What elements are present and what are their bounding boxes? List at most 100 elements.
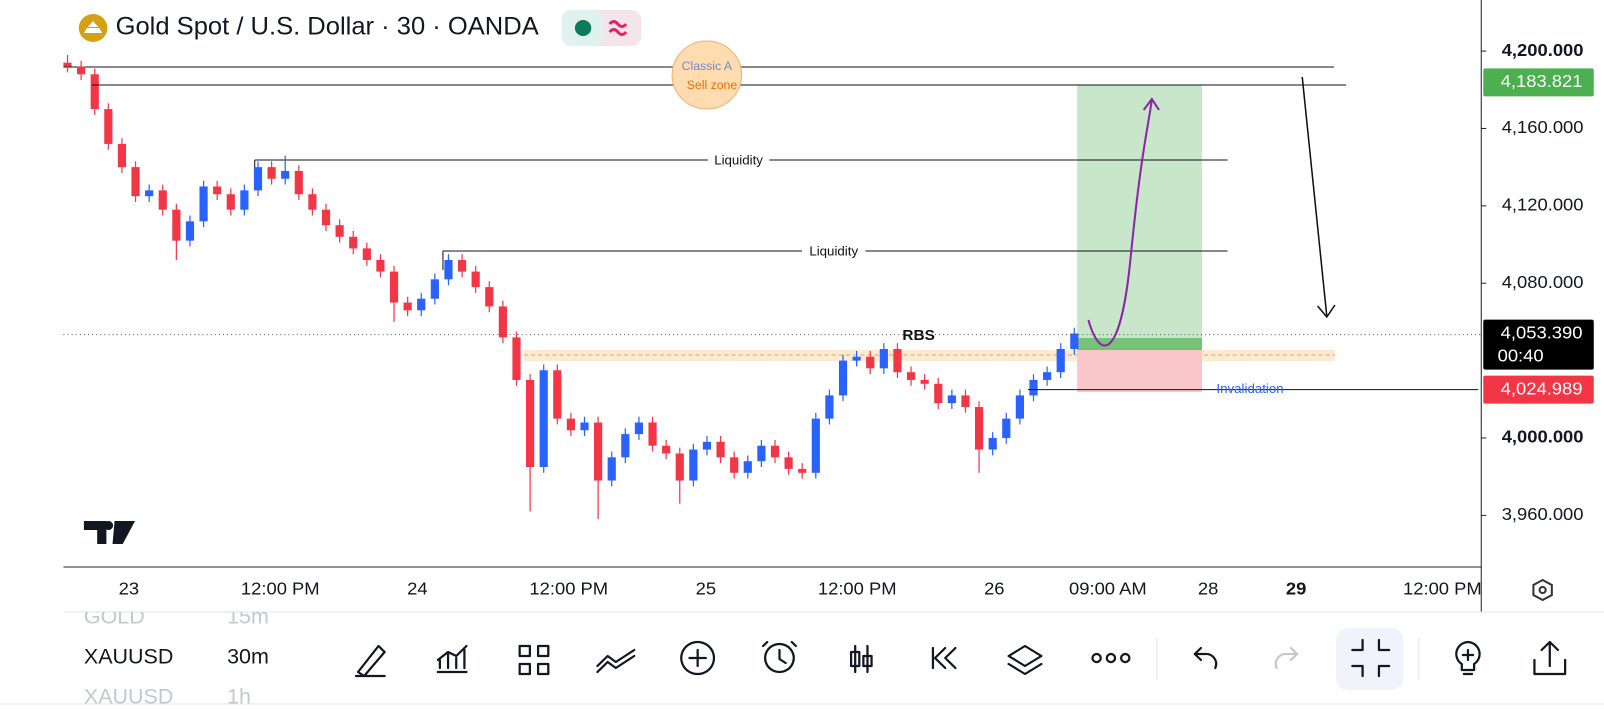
candle-body: [974, 407, 984, 450]
wave-icon: [608, 20, 628, 36]
draw-tool-button[interactable]: [354, 644, 386, 678]
candle-body: [376, 259, 385, 272]
candle-body: [1043, 372, 1052, 380]
candle-body: [648, 422, 657, 446]
candle-body: [498, 306, 507, 338]
candle-body: [485, 287, 494, 307]
candle-body: [634, 422, 644, 435]
price-tag: [1483, 68, 1594, 97]
candle-body: [104, 109, 113, 144]
candle-body: [852, 356, 861, 361]
watch-symbol[interactable]: XAUUSD: [84, 685, 173, 709]
candle-body: [335, 225, 344, 237]
candle-body: [63, 62, 72, 67]
candle-body: [90, 74, 99, 110]
candle-body: [988, 437, 997, 450]
liquidity-label: Liquidity: [714, 153, 763, 168]
x-tick-label: 12:00 PM: [818, 579, 897, 599]
share-button[interactable]: [1533, 640, 1567, 676]
candle-body: [798, 468, 807, 473]
toolbar: [354, 638, 1567, 678]
settings-icon-dot: [1538, 586, 1547, 594]
layers-button[interactable]: [1007, 644, 1043, 676]
watchlist[interactable]: GOLD 15m XAUUSD 30m XAUUSD 1h: [84, 605, 269, 709]
replay-button[interactable]: [931, 646, 957, 670]
candle-body: [580, 422, 589, 431]
rbs-zone: [523, 350, 1335, 361]
candle-body: [607, 457, 616, 481]
watch-symbol[interactable]: XAUUSD: [84, 645, 173, 669]
candle-body: [947, 395, 956, 404]
label-bg: [802, 243, 866, 259]
watch-interval[interactable]: 30m: [227, 645, 269, 669]
more-button[interactable]: [1091, 652, 1131, 664]
candle-body: [553, 370, 562, 419]
y-tick-label: 4,120.000: [1502, 195, 1584, 215]
candle-body: [457, 259, 467, 272]
price-tag: [1483, 319, 1594, 370]
price-tag: [1483, 375, 1594, 404]
candle-body: [920, 379, 929, 384]
price-tag-label: 4,183.821: [1501, 71, 1583, 91]
projection-arrowhead: [1142, 97, 1160, 111]
candle-body: [621, 434, 630, 458]
down-arrow: [1301, 76, 1328, 317]
x-tick-label: 24: [407, 579, 427, 599]
candle-body: [770, 445, 780, 458]
alert-button[interactable]: [762, 640, 797, 674]
price-tag-label: 4,053.390: [1501, 323, 1583, 343]
candle-body: [662, 445, 671, 454]
watch-interval[interactable]: 15m: [227, 605, 269, 629]
entry-strip: [1077, 338, 1202, 350]
candle-body: [281, 171, 290, 179]
candle-body: [308, 194, 317, 210]
candle-body: [185, 221, 195, 241]
indicators-button[interactable]: [436, 644, 468, 674]
x-tick-label: 09:00 AM: [1069, 579, 1147, 599]
layouts-button[interactable]: [518, 644, 550, 676]
rbs-label: RBS: [902, 327, 934, 344]
y-tick-label: 4,160.000: [1502, 117, 1584, 137]
chart-type-button[interactable]: [849, 644, 873, 674]
candle-body: [1002, 418, 1011, 438]
candle-body: [172, 209, 181, 241]
candle-body: [199, 186, 208, 222]
label-bg: [707, 152, 770, 168]
candle-body: [213, 186, 222, 195]
candle-body: [1070, 333, 1079, 349]
candle-body: [675, 453, 684, 481]
undo-button[interactable]: [1193, 646, 1218, 670]
candle-body: [444, 259, 453, 280]
ideas-button[interactable]: [1455, 640, 1481, 676]
candle-body: [1029, 379, 1038, 396]
watch-symbol[interactable]: GOLD: [84, 605, 145, 629]
candle-body: [539, 370, 548, 467]
x-tick-label: 29: [1286, 579, 1306, 599]
candle-body: [471, 271, 480, 288]
down-arrowhead: [1316, 304, 1336, 319]
candle-body: [866, 356, 875, 369]
fullscreen-exit-button[interactable]: [1351, 638, 1391, 678]
candle-body: [417, 298, 426, 311]
market-open-dot: [574, 20, 592, 36]
candle-body: [1056, 348, 1065, 373]
redo-button[interactable]: [1274, 646, 1299, 670]
candle-body: [294, 171, 303, 195]
candle-body: [838, 360, 848, 396]
invalidation-label: Invalidation: [1216, 381, 1283, 396]
candle-body: [267, 167, 276, 179]
candle-body: [1015, 395, 1024, 419]
fullscreen-button-bg: [1335, 628, 1404, 690]
candle-body: [811, 418, 820, 473]
trend-tools-button[interactable]: [596, 648, 636, 674]
x-tick-label: 23: [119, 579, 139, 599]
x-tick-label: 12:00 PM: [529, 579, 608, 599]
zone-label: Classic A: [682, 59, 733, 73]
add-button[interactable]: [680, 640, 716, 676]
watch-interval[interactable]: 1h: [227, 685, 251, 709]
candle-body: [784, 457, 793, 469]
candle-body: [253, 167, 263, 191]
settings-icon[interactable]: [1532, 578, 1553, 602]
candle-body: [403, 302, 412, 311]
